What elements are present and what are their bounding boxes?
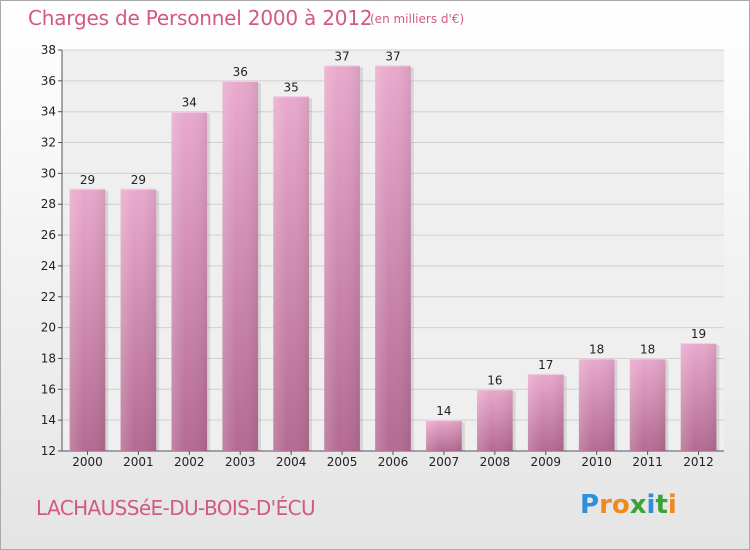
data-label: 16	[487, 373, 502, 387]
bar-shine	[680, 343, 717, 451]
logo-letter: r	[599, 490, 612, 520]
logo-letter: x	[629, 490, 647, 520]
x-tick-label: 2004	[276, 455, 307, 469]
y-tick-label: 24	[41, 259, 56, 273]
bar-shine	[527, 373, 564, 451]
x-tick-label: 2003	[225, 455, 256, 469]
chart-unit: (en milliers d'€)	[370, 12, 465, 26]
y-tick-label: 32	[41, 136, 56, 150]
bar-shine	[477, 389, 513, 451]
x-tick-label: 2008	[480, 455, 511, 469]
bar-shine	[629, 358, 666, 451]
logo-letter: P	[580, 490, 600, 520]
data-label: 35	[284, 80, 299, 94]
data-label: 17	[538, 358, 553, 372]
y-tick-label: 14	[41, 413, 56, 427]
y-tick-label: 20	[41, 321, 56, 335]
bars	[69, 65, 720, 452]
y-tick-label: 16	[41, 382, 56, 396]
data-label: 18	[640, 342, 655, 356]
data-label: 29	[131, 173, 146, 187]
y-tick-label: 30	[41, 166, 56, 180]
data-label: 19	[691, 327, 706, 341]
y-tick-label: 34	[41, 105, 56, 119]
x-tick-label: 2011	[632, 455, 663, 469]
y-tick-label: 28	[41, 197, 56, 211]
x-tick-label: 2000	[72, 455, 103, 469]
x-tick-label: 2007	[429, 455, 460, 469]
x-tick-label: 2012	[683, 455, 714, 469]
logo-letter: o	[611, 490, 630, 520]
x-tick-label: 2006	[378, 455, 409, 469]
bar-shine	[273, 96, 309, 452]
data-label: 37	[334, 49, 349, 63]
logo-letter: i	[667, 490, 677, 520]
y-tick-label: 26	[41, 228, 56, 242]
bar-shine	[324, 65, 360, 451]
chart-title: Charges de Personnel 2000 à 2012	[28, 6, 373, 30]
data-label: 34	[182, 96, 197, 110]
bar-shine	[578, 358, 615, 451]
proxiti-logo: Proxiti	[580, 490, 677, 520]
bar-shine	[222, 80, 259, 451]
data-label: 37	[385, 49, 400, 63]
data-label: 18	[589, 342, 604, 356]
y-tick-label: 36	[41, 74, 56, 88]
y-tick-label: 12	[41, 444, 56, 458]
x-tick-label: 2009	[530, 455, 561, 469]
x-tick-label: 2002	[174, 455, 205, 469]
data-label: 29	[80, 173, 95, 187]
bar-shine	[426, 420, 462, 451]
logo-letter: i	[646, 490, 656, 520]
y-tick-label: 38	[41, 43, 56, 57]
bar-shine	[171, 111, 208, 451]
labels: 12 14 16 18 20 22 24 26 28 30 32 34 36 38 29 2000 29 2001…	[41, 43, 714, 469]
x-tick-label: 2001	[123, 455, 154, 469]
commune-name: LACHAUSSéE-DU-BOIS-D'ÉCU	[36, 496, 316, 520]
bar-shine	[69, 188, 106, 452]
bar-shine	[120, 188, 157, 452]
y-tick-label: 18	[41, 351, 56, 365]
data-label: 14	[436, 404, 451, 418]
logo-letter: t	[655, 490, 668, 520]
x-tick-label: 2010	[581, 455, 612, 469]
y-tick-label: 22	[41, 290, 56, 304]
bar-shine	[375, 65, 411, 451]
data-label: 36	[233, 65, 248, 79]
x-tick-label: 2005	[327, 455, 358, 469]
